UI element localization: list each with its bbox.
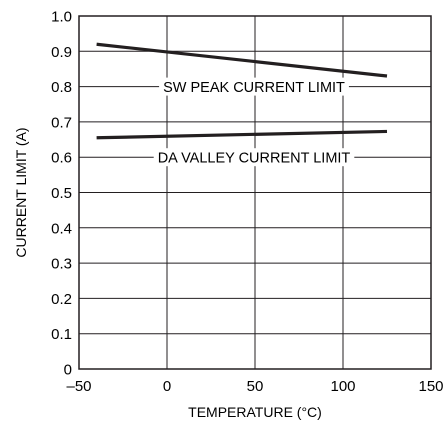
annotation-label-0: SW PEAK CURRENT LIMIT [163,80,345,96]
y-tick-label: 0.9 [51,44,72,61]
plot-frame [78,15,432,370]
annotations: SW PEAK CURRENT LIMIT DA VALLEY CURRENT L… [153,77,355,167]
y-tick-label: 0.1 [51,326,72,343]
series-line-0 [96,42,388,78]
y-tick-label: 0.3 [51,256,72,273]
y-tick-label: 0.4 [51,220,72,237]
y-tick-label: 1.0 [51,9,72,26]
annotation-bg-0 [159,77,349,96]
x-tick-labels: –50 0 50 100 150 [66,378,443,395]
y-tick-label: 0.2 [51,291,72,308]
y-tick-labels: 0 0.1 0.2 0.3 0.4 0.5 0.6 0.7 0.8 0.9 1.0 [51,9,72,379]
series-lines [96,42,388,140]
y-tick-label: 0.6 [51,150,72,167]
x-tick-label: 100 [330,378,355,395]
x-axis-title: TEMPERATURE (°C) [188,404,322,420]
y-tick-label: 0.5 [51,185,72,202]
annotation-bg-1 [153,148,355,167]
x-tick-label: 50 [247,378,264,395]
annotation-label-1: DA VALLEY CURRENT LIMIT [158,151,351,167]
x-tick-label: 0 [163,378,171,395]
y-tick-label: 0 [64,362,72,379]
y-tick-label: 0.8 [51,79,72,96]
series-line-1 [96,129,388,140]
x-tick-label: –50 [66,378,91,395]
x-tick-label: 150 [418,378,443,395]
y-tick-label: 0.7 [51,114,72,131]
y-axis-title: CURRENT LIMIT (A) [13,127,29,257]
grid [79,16,431,369]
